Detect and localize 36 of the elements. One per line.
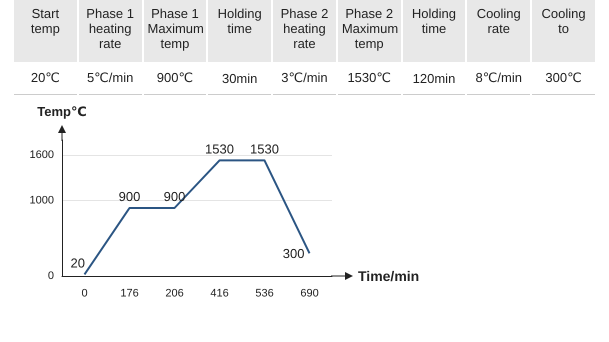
- data-label: 900: [164, 189, 186, 204]
- data-label: 900: [118, 189, 140, 204]
- x-axis-title: Time/min: [358, 268, 420, 284]
- category-label: Holding time: [208, 0, 272, 62]
- text: 900℃: [144, 62, 206, 95]
- data-label: 1530: [205, 141, 234, 156]
- text: 120min: [402, 62, 466, 95]
- category-label: Phase 1 Maximum temp: [144, 0, 206, 62]
- y-tick-label: 1600: [30, 149, 54, 162]
- x-tick-label: 176: [120, 288, 139, 300]
- x-tick-label: 0: [81, 288, 88, 300]
- x-tick-label: 690: [300, 288, 319, 300]
- text: 1530℃: [338, 62, 401, 95]
- x-tick-label: 536: [255, 288, 274, 300]
- category-label: Cooling rate: [467, 0, 530, 62]
- x-tick-label: 206: [165, 288, 184, 300]
- text: 300℃: [532, 62, 595, 95]
- data-label: 20: [70, 255, 85, 270]
- data-label: 300: [282, 246, 304, 261]
- category-label: Phase 2 heating rate: [273, 0, 336, 62]
- text: 3℃/min: [273, 62, 336, 95]
- text: 5℃/min: [78, 62, 142, 95]
- y-tick-label: 0: [48, 270, 54, 282]
- y-tick-label: 1000: [30, 194, 54, 206]
- category-label: Start temp: [14, 0, 77, 62]
- y-axis-title: Temp℃: [37, 104, 87, 119]
- category-label: Phase 1 heating rate: [78, 0, 142, 62]
- text: 30min: [208, 62, 272, 95]
- x-tick-label: 416: [210, 288, 229, 300]
- category-label: Cooling to: [532, 0, 595, 62]
- data-label: 1530: [250, 141, 279, 156]
- category-label: Phase 2 Maximum temp: [338, 0, 401, 62]
- line-series: [84, 159, 310, 276]
- text: 20℃: [14, 62, 77, 95]
- text: 8℃/min: [467, 62, 530, 95]
- category-label: Holding time: [402, 0, 466, 62]
